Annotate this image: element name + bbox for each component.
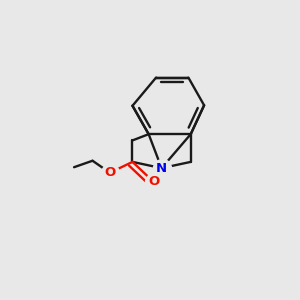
Text: O: O: [104, 166, 116, 179]
Text: O: O: [148, 176, 159, 188]
Text: N: N: [156, 162, 167, 175]
